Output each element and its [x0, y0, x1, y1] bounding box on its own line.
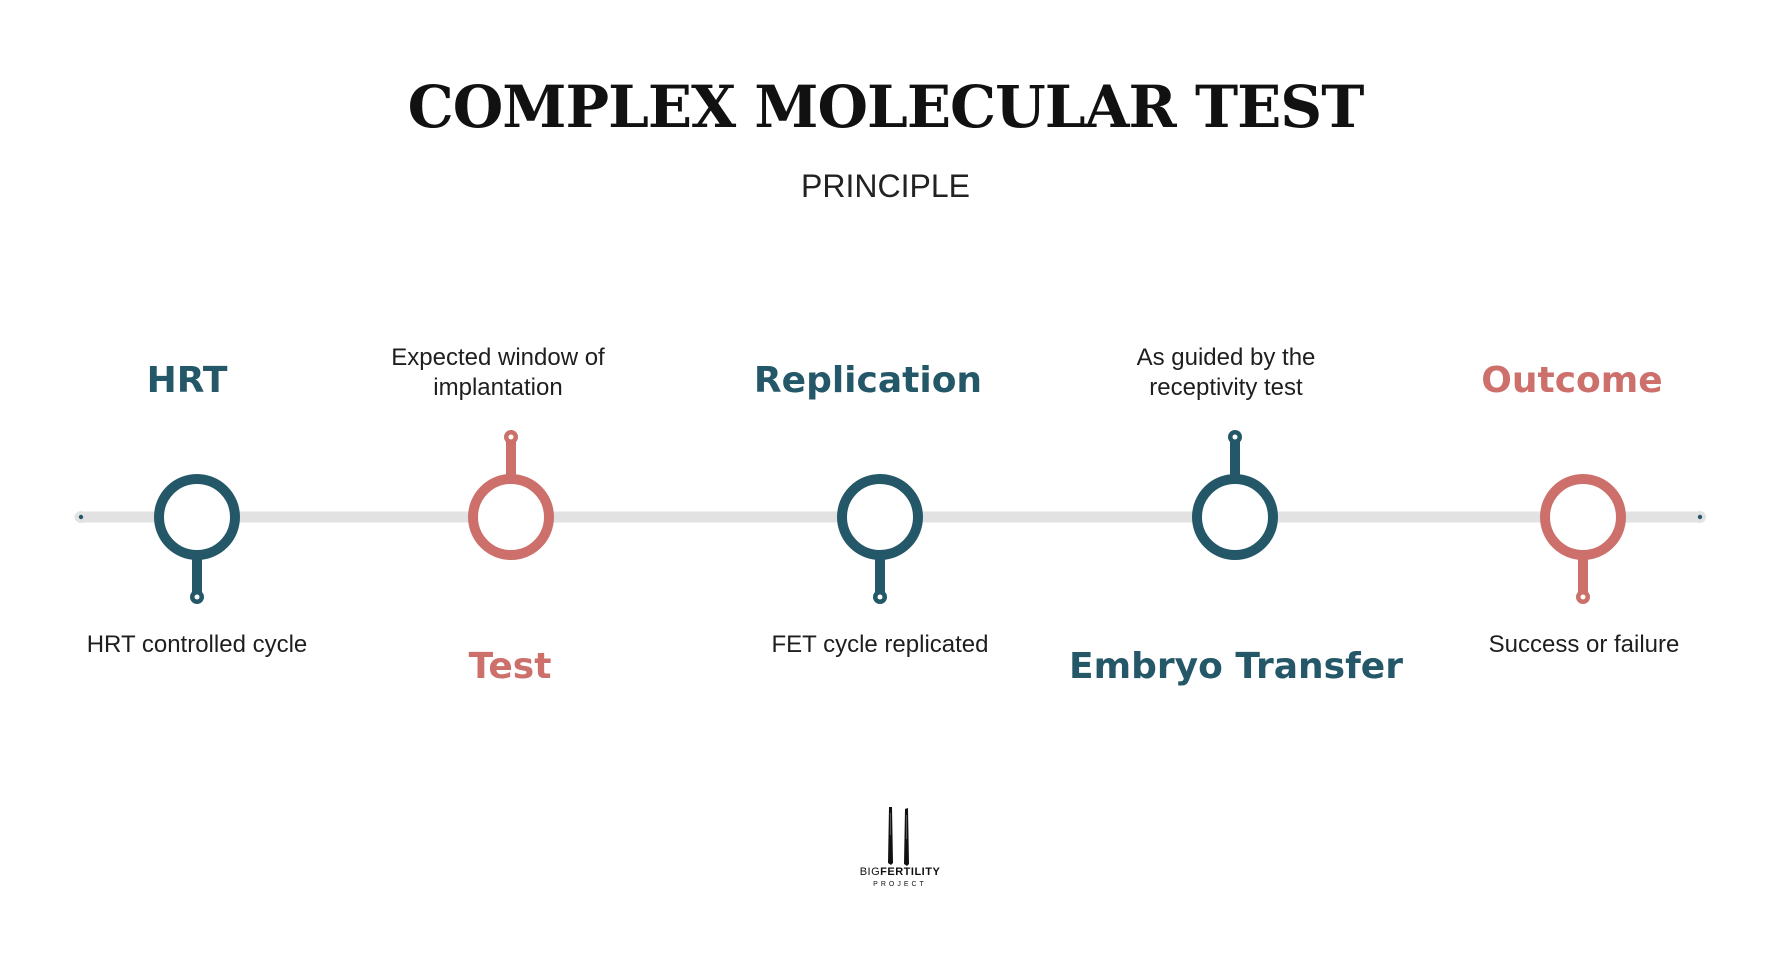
- timeline-node-embryo-transfer: [1192, 430, 1278, 560]
- step-heading-hrt: HRT: [146, 360, 228, 401]
- node-ring: [837, 474, 923, 560]
- step-description-embryo-transfer: As guided by the receptivity test: [1136, 344, 1316, 401]
- step-description-outcome: Success or failure: [1488, 631, 1680, 658]
- timeline-start-dot-inner: [78, 514, 84, 520]
- node-ring: [468, 474, 554, 560]
- node-ring: [154, 474, 240, 560]
- step-heading-test: Test: [468, 646, 552, 687]
- node-ring: [1192, 474, 1278, 560]
- node-stem-cap-center: [194, 594, 200, 600]
- timeline-node-hrt: [154, 474, 240, 604]
- node-ring: [1540, 474, 1626, 560]
- logo-wordmark: BIGFERTILITY: [845, 867, 955, 878]
- timeline-end-dot-inner: [1697, 514, 1703, 520]
- logo-mark-icon: [888, 807, 909, 866]
- step-heading-embryo-transfer: Embryo Transfer: [1069, 646, 1403, 687]
- step-description-test: Expected window of implantation: [391, 344, 605, 401]
- node-stem-cap-center: [877, 594, 883, 600]
- step-heading-outcome: Outcome: [1481, 360, 1663, 401]
- step-heading-replication: Replication: [753, 360, 983, 401]
- node-stem-cap-center: [1580, 594, 1586, 600]
- page-title: COMPLEX MOLECULAR TEST: [407, 73, 1365, 141]
- step-description-hrt: HRT controlled cycle: [86, 631, 308, 658]
- logo-subtext: PROJECT: [873, 881, 927, 888]
- timeline-node-replication: [837, 474, 923, 604]
- node-stem-cap-center: [508, 434, 514, 440]
- node-stem-cap-center: [1232, 434, 1238, 440]
- logo-brand-light: BIG: [859, 866, 881, 878]
- brand-logo: BIGFERTILITY PROJECT: [845, 805, 955, 888]
- step-description-replication: FET cycle replicated: [771, 631, 989, 658]
- timeline-node-test: [468, 430, 554, 560]
- timeline-node-outcome: [1540, 474, 1626, 604]
- logo-brand-bold: FERTILITY: [880, 866, 941, 878]
- page-subtitle: PRINCIPLE: [801, 168, 970, 204]
